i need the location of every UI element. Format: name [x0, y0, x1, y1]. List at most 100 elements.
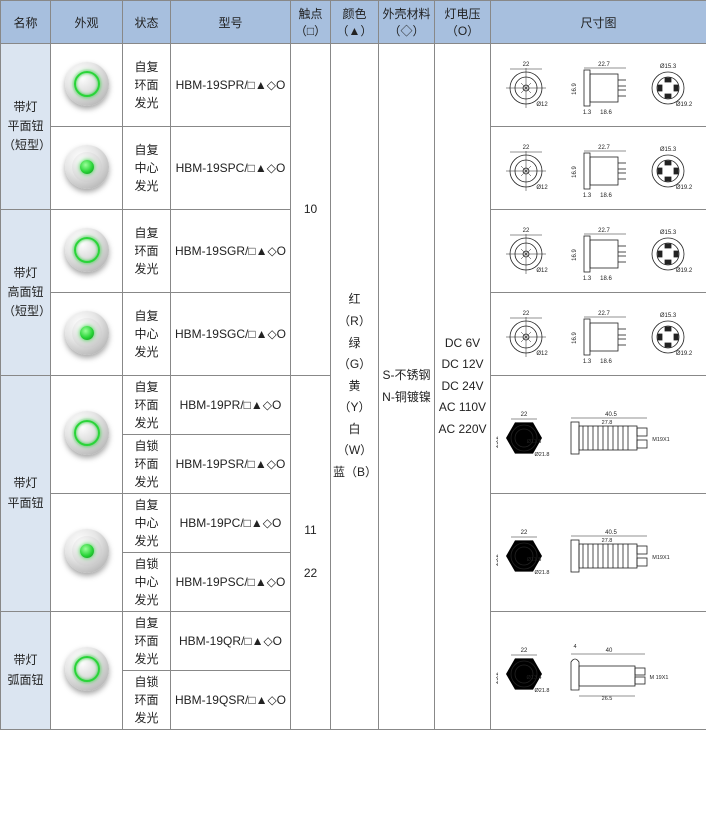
dimension-drawing-short: 22 Ø12 22.7 1.3 18.6 16.9 Ø15.3 Ø19.2: [496, 48, 702, 122]
svg-text:22: 22: [520, 412, 527, 418]
dimension-drawing-arc: 22 Ø13.4 25.2 Ø21.8 40 4 M 19X1 26.5: [496, 630, 702, 712]
dimension-drawing-long: 22 Ø11.5 25.2 Ø21.8 40.5 27.8 M19X1: [496, 398, 702, 472]
dimension-drawing-long: 22 Ø11.5 25.2 Ø21.8 40.5 27.8 M19X1: [496, 516, 702, 590]
dimension-cell: 22 Ø12 22.7 1.3 18.6 16.9 Ø15.3 Ø19.2: [491, 210, 706, 293]
model-cell: HBM-19PC/□▲◇O: [171, 494, 291, 553]
svg-text:16.9: 16.9: [572, 249, 578, 261]
model-cell: HBM-19PSR/□▲◇O: [171, 435, 291, 494]
svg-text:Ø15.3: Ø15.3: [659, 147, 676, 153]
state-cell: 自复 中心 发光: [123, 494, 171, 553]
svg-text:25.2: 25.2: [496, 435, 500, 447]
dimension-drawing-short: 22 Ø12 22.7 1.3 18.6 16.9 Ø15.3 Ø19.2: [496, 297, 702, 371]
header-row: 名称 外观 状态 型号 触点 （□） 颜色 （▲） 外壳材料 （◇） 灯电压 （…: [1, 1, 706, 44]
th-state: 状态: [123, 1, 171, 44]
svg-text:Ø13.4: Ø13.4: [526, 675, 541, 681]
svg-text:Ø12: Ø12: [536, 102, 548, 108]
color-cell: 红（R） 绿（G） 黄（Y） 白（W） 蓝（B）: [331, 44, 379, 730]
svg-text:Ø12: Ø12: [536, 351, 548, 357]
svg-text:Ø21.8: Ø21.8: [534, 452, 549, 458]
svg-text:22.7: 22.7: [598, 62, 610, 68]
svg-text:Ø15.3: Ø15.3: [659, 313, 676, 319]
appearance-cell: [51, 376, 123, 494]
dimension-cell: 22 Ø12 22.7 1.3 18.6 16.9 Ø15.3 Ø19.2: [491, 127, 706, 210]
th-dim: 尺寸图: [491, 1, 706, 44]
category-label: 带灯 平面钮: [1, 376, 51, 612]
svg-text:Ø11.5: Ø11.5: [526, 557, 541, 563]
svg-text:18.6: 18.6: [600, 110, 612, 116]
product-image: [58, 522, 116, 580]
product-image: [58, 404, 116, 462]
appearance-cell: [51, 612, 123, 730]
svg-text:1.3: 1.3: [582, 193, 591, 199]
model-cell: HBM-19PSC/□▲◇O: [171, 553, 291, 612]
svg-text:M19X1: M19X1: [652, 437, 669, 443]
th-model: 型号: [171, 1, 291, 44]
dimension-cell: 22 Ø13.4 25.2 Ø21.8 40 4 M 19X1 26.5: [491, 612, 706, 730]
th-material: 外壳材料 （◇）: [379, 1, 435, 44]
category-label: 带灯 弧面钮: [1, 612, 51, 730]
svg-text:22: 22: [522, 228, 529, 234]
state-cell: 自复 环面 发光: [123, 612, 171, 671]
svg-text:22.7: 22.7: [598, 228, 610, 234]
model-cell: HBM-19QSR/□▲◇O: [171, 671, 291, 730]
svg-text:4: 4: [573, 644, 576, 650]
state-cell: 自复 环面 发光: [123, 210, 171, 293]
th-appearance: 外观: [51, 1, 123, 44]
state-cell: 自锁 环面 发光: [123, 671, 171, 730]
appearance-cell: [51, 494, 123, 612]
th-voltage: 灯电压 （O）: [435, 1, 491, 44]
svg-text:Ø12: Ø12: [536, 185, 548, 191]
svg-text:40.5: 40.5: [605, 530, 617, 536]
svg-text:18.6: 18.6: [600, 276, 612, 282]
category-label: 带灯 高面钮 （短型）: [1, 210, 51, 376]
model-cell: HBM-19SGR/□▲◇O: [171, 210, 291, 293]
product-image: [58, 138, 116, 196]
state-cell: 自复 环面 发光: [123, 376, 171, 435]
svg-text:Ø19.2: Ø19.2: [675, 351, 692, 357]
svg-text:1.3: 1.3: [582, 276, 591, 282]
svg-text:18.6: 18.6: [600, 359, 612, 365]
appearance-cell: [51, 44, 123, 127]
th-contact: 触点 （□）: [291, 1, 331, 44]
svg-text:16.9: 16.9: [572, 166, 578, 178]
svg-text:26.5: 26.5: [601, 696, 612, 702]
product-spec-table: 名称 外观 状态 型号 触点 （□） 颜色 （▲） 外壳材料 （◇） 灯电压 （…: [0, 0, 706, 730]
state-cell: 自锁 中心 发光: [123, 553, 171, 612]
svg-text:22: 22: [522, 145, 529, 151]
svg-text:40: 40: [605, 648, 612, 654]
product-image: [58, 304, 116, 362]
svg-text:22.7: 22.7: [598, 145, 610, 151]
model-cell: HBM-19SPR/□▲◇O: [171, 44, 291, 127]
state-cell: 自复 中心 发光: [123, 293, 171, 376]
svg-text:Ø19.2: Ø19.2: [675, 268, 692, 274]
product-image: [58, 640, 116, 698]
dimension-cell: 22 Ø12 22.7 1.3 18.6 16.9 Ø15.3 Ø19.2: [491, 293, 706, 376]
dimension-cell: 22 Ø12 22.7 1.3 18.6 16.9 Ø15.3 Ø19.2: [491, 44, 706, 127]
svg-text:Ø11.5: Ø11.5: [526, 439, 541, 445]
dimension-cell: 22 Ø11.5 25.2 Ø21.8 40.5 27.8 M19X1: [491, 494, 706, 612]
product-image: [58, 55, 116, 113]
contact-cell: 10: [291, 44, 331, 376]
svg-text:27.8: 27.8: [601, 420, 612, 426]
svg-text:18.6: 18.6: [600, 193, 612, 199]
th-color: 颜色 （▲）: [331, 1, 379, 44]
appearance-cell: [51, 127, 123, 210]
contact-cell: 11 22: [291, 376, 331, 730]
svg-text:22: 22: [522, 62, 529, 68]
category-label: 带灯 平面钮 （短型）: [1, 44, 51, 210]
svg-text:1.3: 1.3: [582, 359, 591, 365]
model-cell: HBM-19SPC/□▲◇O: [171, 127, 291, 210]
svg-text:Ø19.2: Ø19.2: [675, 102, 692, 108]
model-cell: HBM-19PR/□▲◇O: [171, 376, 291, 435]
svg-text:22: 22: [522, 311, 529, 317]
th-name: 名称: [1, 1, 51, 44]
svg-text:27.8: 27.8: [601, 538, 612, 544]
dimension-drawing-short: 22 Ø12 22.7 1.3 18.6 16.9 Ø15.3 Ø19.2: [496, 214, 702, 288]
svg-text:Ø21.8: Ø21.8: [534, 688, 549, 694]
product-image: [58, 221, 116, 279]
material-cell: S-不锈钢 N-铜镀镍: [379, 44, 435, 730]
svg-text:Ø15.3: Ø15.3: [659, 64, 676, 70]
svg-text:16.9: 16.9: [572, 332, 578, 344]
svg-text:Ø21.8: Ø21.8: [534, 570, 549, 576]
svg-text:16.9: 16.9: [572, 83, 578, 95]
